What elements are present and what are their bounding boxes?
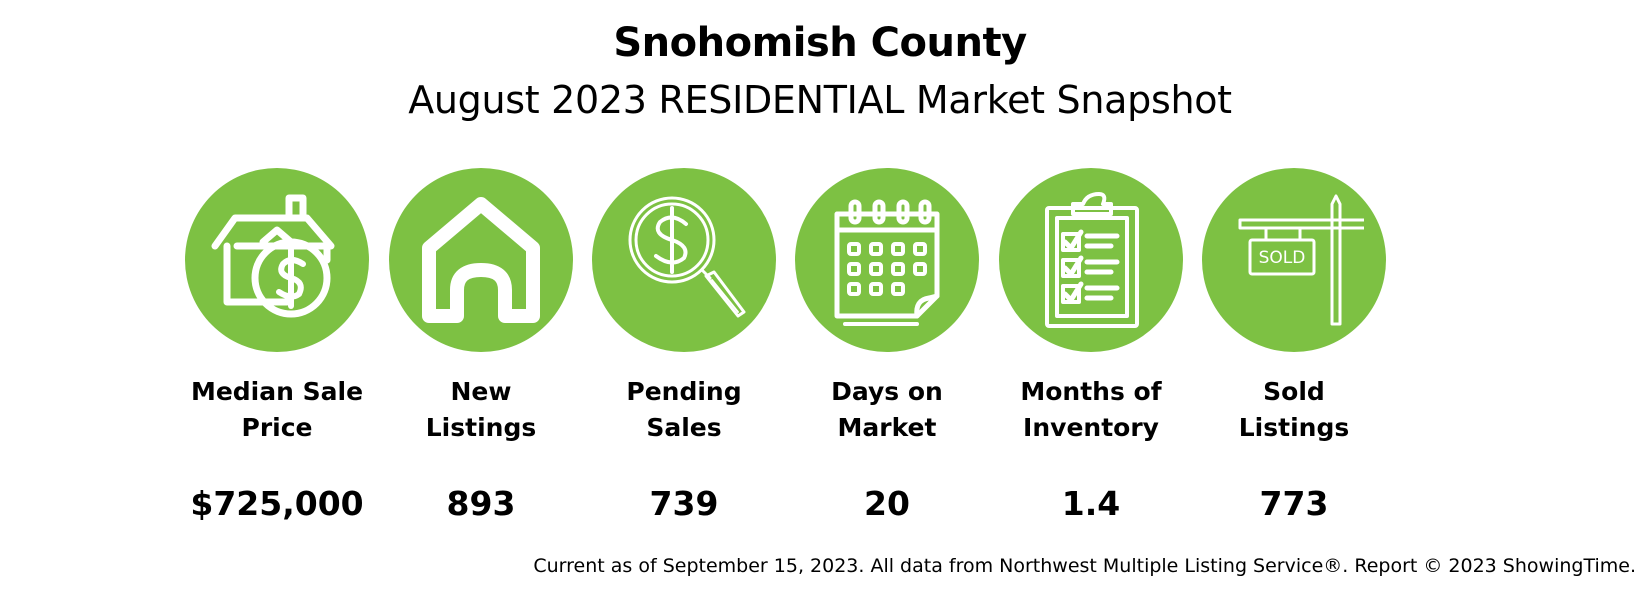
stat-value: 20 (864, 484, 910, 523)
stat-label: Sold Listings (1238, 377, 1350, 442)
stat-days-on-market: Days on Market 20 (792, 168, 982, 523)
stat-sold-listings: SOLD Sold Listings 773 (1199, 168, 1389, 523)
page-subtitle: August 2023 RESIDENTIAL Market Snapshot (408, 78, 1232, 122)
house-icon (422, 197, 540, 323)
stat-value: $725,000 (190, 484, 364, 523)
stat-icon-circle (592, 168, 776, 352)
stat-pending-sales: Pending Sales 739 (589, 168, 779, 523)
footer-note: Current as of September 15, 2023. All da… (533, 555, 1636, 577)
stat-icon-circle: SOLD (1202, 168, 1386, 352)
stat-label: Months of Inventory (1020, 377, 1162, 442)
page-title: Snohomish County (613, 20, 1027, 66)
stat-icon-circle (185, 168, 369, 352)
stat-icon-circle (389, 168, 573, 352)
stat-value: 773 (1259, 484, 1329, 523)
clipboard-checklist-icon (1045, 192, 1139, 328)
stat-value: 1.4 (1061, 484, 1121, 523)
stat-icon-circle (795, 168, 979, 352)
stat-label: New Listings (425, 377, 537, 442)
stat-median-sale-price: Median Sale Price $725,000 (182, 168, 372, 523)
house-dollar-icon (211, 194, 335, 318)
stat-value: 893 (446, 484, 516, 523)
calendar-icon (834, 199, 940, 326)
stat-label: Median Sale Price (190, 377, 364, 442)
stat-label: Days on Market (831, 377, 943, 442)
magnifier-dollar-icon (628, 196, 746, 318)
stat-label: Pending Sales (626, 377, 742, 442)
stat-icon-circle (999, 168, 1183, 352)
sold-sign-icon: SOLD (1238, 194, 1364, 326)
stat-new-listings: New Listings 893 (386, 168, 576, 523)
sold-sign-text: SOLD (1259, 248, 1306, 268)
stat-value: 739 (649, 484, 719, 523)
stat-months-of-inventory: Months of Inventory 1.4 (996, 168, 1186, 523)
